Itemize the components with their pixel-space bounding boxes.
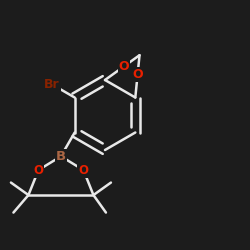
Text: O: O [34, 164, 43, 176]
Text: Br: Br [44, 78, 60, 92]
Text: B: B [56, 150, 66, 163]
Text: O: O [132, 68, 143, 81]
Text: O: O [78, 164, 88, 176]
Text: O: O [119, 60, 129, 73]
